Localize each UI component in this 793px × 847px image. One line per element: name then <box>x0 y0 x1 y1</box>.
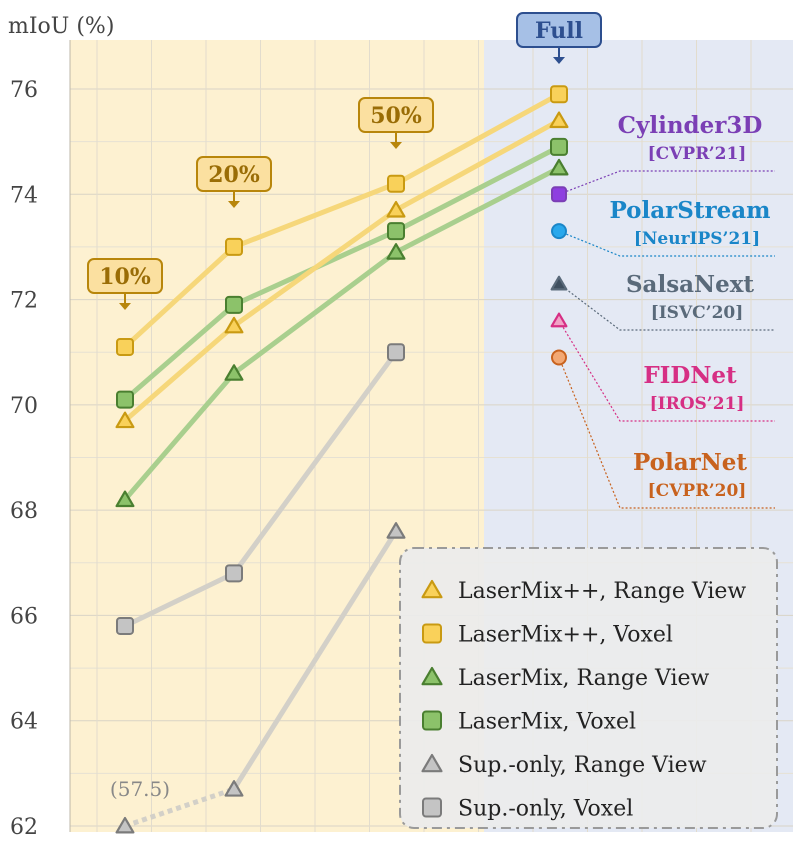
baseline-leader-line <box>558 320 775 422</box>
baseline-leader-line <box>558 170 775 195</box>
series-line-dotted <box>124 786 235 829</box>
data-point <box>115 490 135 508</box>
legend-marker <box>421 753 443 773</box>
series-line <box>231 529 399 791</box>
data-point <box>387 174 405 193</box>
data-point <box>387 222 405 241</box>
data-point <box>386 200 406 218</box>
y-tick-label: 64 <box>10 710 38 735</box>
series-line <box>123 92 561 349</box>
baseline-name: FIDNet <box>643 362 737 389</box>
data-point <box>387 343 405 362</box>
y-tick-label: 66 <box>10 604 38 629</box>
data-point <box>115 411 135 429</box>
baseline-leader-line <box>558 230 775 257</box>
baseline-point <box>551 349 567 366</box>
baseline-point <box>550 275 568 291</box>
data-point <box>386 243 406 260</box>
data-point <box>549 111 569 129</box>
y-tick-label: 68 <box>10 499 38 524</box>
category-label: 50% <box>370 103 422 129</box>
data-point <box>225 564 243 583</box>
data-point <box>116 616 134 635</box>
data-point <box>550 137 568 156</box>
below-range-note: (57.5) <box>110 777 170 801</box>
data-point <box>386 522 406 539</box>
data-point <box>116 390 134 409</box>
baseline-name: PolarNet <box>633 449 747 476</box>
y-tick-label: 70 <box>10 394 38 419</box>
legend-marker <box>422 710 442 731</box>
baseline-leader-line <box>558 357 775 509</box>
data-point <box>115 816 135 834</box>
callout-arrow-head <box>119 303 131 310</box>
y-tick-label: 62 <box>10 815 38 840</box>
data-point <box>225 237 243 256</box>
baseline-venue: [IROS’21] <box>650 394 745 414</box>
y-tick-label: 76 <box>10 78 38 103</box>
category-label: 20% <box>208 162 260 188</box>
callout-arrow-head <box>390 142 402 149</box>
baseline-venue: [CVPR’20] <box>648 481 747 501</box>
legend-marker <box>422 623 442 644</box>
data-point <box>224 316 244 334</box>
y-tick-label: 72 <box>10 289 38 314</box>
data-point <box>224 364 244 381</box>
data-point <box>549 158 569 176</box>
series-line <box>123 118 561 423</box>
legend-marker <box>421 579 443 599</box>
baseline-name: SalsaNext <box>626 271 754 298</box>
legend-box <box>399 547 778 829</box>
baseline-venue: [NeurIPS’21] <box>634 229 760 249</box>
legend-marker <box>422 797 442 818</box>
category-label: 10% <box>99 264 151 290</box>
legend-marker <box>421 666 443 686</box>
legend-label: LaserMix, Range View <box>458 666 710 691</box>
y-tick-label: 74 <box>10 183 38 208</box>
baseline-name: Cylinder3D <box>618 112 763 139</box>
callout-arrow-head <box>228 201 240 208</box>
baseline-point <box>551 186 567 203</box>
baseline-point <box>550 312 568 328</box>
data-point <box>225 295 243 314</box>
legend-label: LaserMix, Voxel <box>458 710 636 735</box>
callout-arrow-head <box>553 57 565 64</box>
data-point <box>224 780 244 797</box>
baseline-name: PolarStream <box>610 197 771 224</box>
data-point <box>116 337 134 356</box>
category-label: Full <box>535 18 583 44</box>
baseline-venue: [CVPR’21] <box>648 144 747 164</box>
series-line <box>123 165 561 502</box>
baseline-leader-line <box>558 283 775 331</box>
legend-label: LaserMix++, Voxel <box>458 623 673 648</box>
baseline-point <box>551 223 567 240</box>
legend-label: Sup.-only, Range View <box>458 753 707 778</box>
baseline-venue: [ISVC’20] <box>651 303 744 323</box>
y-axis-label: mIoU (%) <box>8 14 114 39</box>
legend-label: Sup.-only, Voxel <box>458 797 633 822</box>
legend-label: LaserMix++, Range View <box>458 579 746 604</box>
data-point <box>550 85 568 104</box>
